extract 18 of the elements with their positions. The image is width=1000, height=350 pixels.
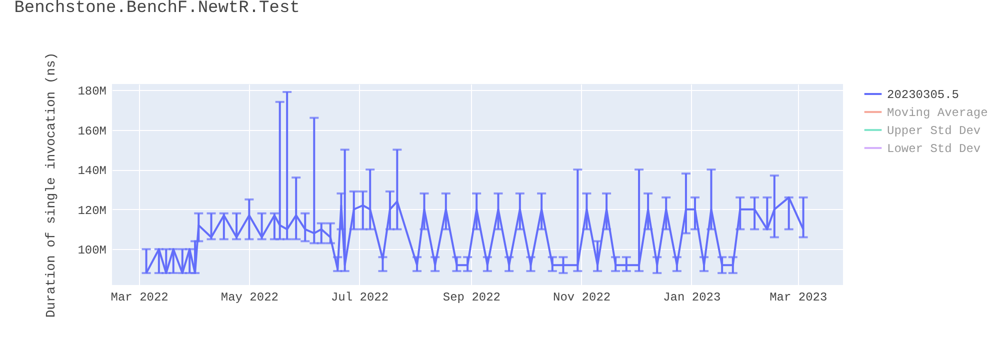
legend-label: Upper Std Dev bbox=[887, 124, 981, 138]
x-tick-label: Jul 2022 bbox=[330, 290, 389, 304]
chart-title: Benchstone.BenchF.NewtR.Test bbox=[14, 0, 300, 18]
y-tick-label: 140M bbox=[78, 164, 106, 178]
x-tick-label: May 2022 bbox=[220, 290, 278, 304]
x-tick-label: Mar 2023 bbox=[770, 290, 828, 304]
x-tick-label: Mar 2022 bbox=[110, 290, 168, 304]
legend-label: Moving Average bbox=[887, 106, 988, 120]
y-axis-title: Duration of single invocation (ns) bbox=[44, 52, 59, 318]
x-tick-label: Sep 2022 bbox=[442, 290, 500, 304]
legend-label: 20230305.5 bbox=[887, 88, 960, 102]
x-tick-label: Jan 2023 bbox=[663, 290, 721, 304]
y-tick-label: 100M bbox=[78, 244, 106, 258]
x-tick-label: Nov 2022 bbox=[552, 290, 611, 304]
legend-label: Lower Std Dev bbox=[887, 142, 981, 156]
y-tick-label: 160M bbox=[78, 124, 106, 138]
y-tick-label: 180M bbox=[78, 84, 106, 98]
y-tick-label: 120M bbox=[78, 204, 106, 218]
